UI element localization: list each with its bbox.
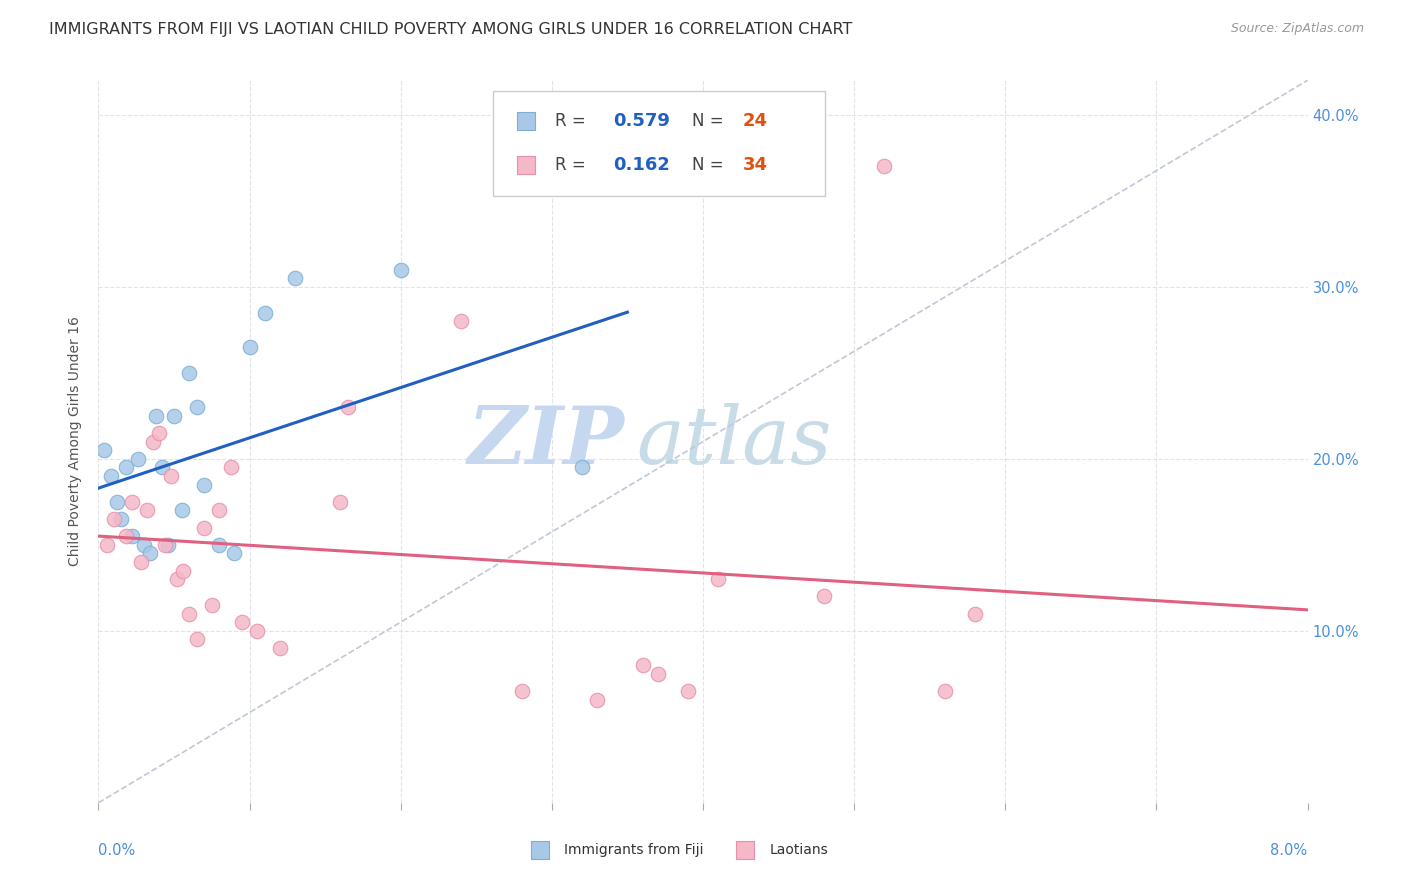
Point [139, 546, 162, 560]
Point [179, 607, 201, 621]
Point [231, 615, 253, 630]
Point [96, 538, 118, 552]
Point [156, 538, 179, 552]
Point [145, 409, 167, 423]
Text: 34: 34 [742, 156, 768, 174]
Point [127, 451, 149, 466]
Point [389, 262, 412, 277]
Text: N =: N = [692, 112, 728, 130]
Point [571, 460, 593, 475]
Text: N =: N = [692, 156, 728, 174]
Point [169, 797, 191, 811]
Point [510, 684, 533, 698]
Point [170, 503, 193, 517]
Point [934, 684, 956, 698]
Point [135, 503, 157, 517]
Text: 0.162: 0.162 [613, 156, 671, 174]
Point [179, 366, 201, 380]
Point [121, 494, 143, 508]
Point [166, 572, 188, 586]
Point [193, 477, 215, 491]
Point [114, 460, 136, 475]
Text: atlas: atlas [637, 403, 832, 480]
Text: IMMIGRANTS FROM FIJI VS LAOTIAN CHILD POVERTY AMONG GIRLS UNDER 16 CORRELATION C: IMMIGRANTS FROM FIJI VS LAOTIAN CHILD PO… [49, 22, 852, 37]
Point [93, 443, 115, 458]
Point [163, 409, 186, 423]
Point [141, 780, 163, 794]
Point [329, 494, 352, 508]
Point [148, 425, 170, 440]
Point [221, 460, 243, 475]
Point [121, 529, 143, 543]
Point [208, 538, 231, 552]
Text: Laotians: Laotians [769, 843, 828, 856]
FancyBboxPatch shape [492, 91, 825, 196]
Point [100, 469, 122, 483]
Point [707, 572, 730, 586]
Point [813, 590, 835, 604]
Point [208, 503, 231, 517]
Y-axis label: Child Poverty Among Girls Under 16: Child Poverty Among Girls Under 16 [69, 317, 83, 566]
Point [132, 538, 155, 552]
Point [141, 780, 163, 795]
Point [129, 555, 152, 569]
Text: 24: 24 [742, 112, 768, 130]
Text: 0.0%: 0.0% [98, 843, 135, 857]
Point [647, 666, 669, 681]
Text: Immigrants from Fiji: Immigrants from Fiji [564, 843, 703, 856]
Point [103, 512, 125, 526]
Point [284, 271, 307, 285]
Point [186, 632, 208, 647]
Point [269, 640, 291, 655]
Text: 0.579: 0.579 [613, 112, 671, 130]
Point [873, 159, 896, 173]
Point [201, 598, 224, 612]
Point [160, 469, 183, 483]
Point [246, 624, 269, 638]
Point [186, 400, 208, 414]
Point [172, 564, 194, 578]
Point [142, 434, 165, 449]
Text: ZIP: ZIP [468, 403, 624, 480]
Point [336, 400, 359, 414]
Point [631, 658, 654, 673]
Point [193, 520, 215, 534]
Point [153, 538, 176, 552]
Point [114, 529, 136, 543]
Point [110, 512, 132, 526]
Point [676, 684, 699, 698]
Text: R =: R = [555, 156, 592, 174]
Point [253, 305, 276, 319]
Point [105, 494, 128, 508]
Text: R =: R = [555, 112, 592, 130]
Point [965, 607, 987, 621]
Point [224, 546, 246, 560]
Point [586, 692, 609, 706]
Point [150, 460, 173, 475]
Point [239, 340, 262, 354]
Text: 8.0%: 8.0% [1271, 843, 1308, 857]
Point [450, 314, 472, 328]
Text: Source: ZipAtlas.com: Source: ZipAtlas.com [1230, 22, 1364, 36]
Point [142, 797, 165, 811]
